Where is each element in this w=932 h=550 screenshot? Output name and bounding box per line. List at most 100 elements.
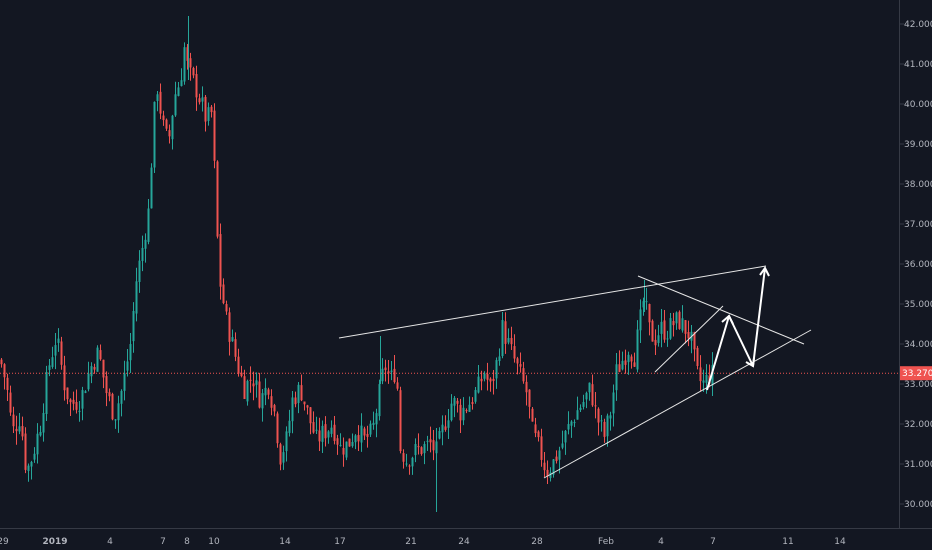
candle-body <box>534 424 537 434</box>
candle-body <box>612 392 615 414</box>
candle-body <box>126 361 129 371</box>
candle-body <box>99 350 102 360</box>
x-tick-label: 8 <box>184 537 190 547</box>
candle-body <box>339 445 342 447</box>
candle-body <box>282 452 285 463</box>
candle-body <box>57 338 60 343</box>
candle-body <box>198 98 201 103</box>
candle-body <box>219 234 222 287</box>
y-tick-label: 33.000 <box>904 380 932 390</box>
candle-body <box>150 167 153 209</box>
candle-body <box>264 387 267 396</box>
candle-body <box>189 58 192 68</box>
candle-body <box>540 436 543 460</box>
candle-body <box>552 459 555 475</box>
candle-body <box>279 444 282 465</box>
candle-body <box>303 401 306 405</box>
arrowhead-icon <box>721 314 734 325</box>
candle-body <box>15 428 18 432</box>
candle-body <box>147 208 150 242</box>
y-tick-label: 38.000 <box>904 180 932 190</box>
x-tick-label: 2019 <box>42 537 67 547</box>
candle-body <box>453 397 456 406</box>
last-price-tag: 33.270 <box>900 366 932 381</box>
candle-body <box>36 433 39 455</box>
candle-body <box>531 408 534 422</box>
candle-body <box>372 422 375 425</box>
projection-path[interactable] <box>706 267 766 391</box>
candle-body <box>621 360 624 370</box>
candle-body <box>681 318 684 331</box>
candle-body <box>159 91 162 114</box>
candle-body <box>414 444 417 456</box>
candle-body <box>300 385 303 401</box>
y-tick-label: 30.000 <box>904 500 932 510</box>
candle-body <box>576 410 579 420</box>
candle-body <box>597 408 600 423</box>
candle-body <box>678 311 681 329</box>
candle-body <box>483 373 486 379</box>
candle-body <box>168 130 171 137</box>
lower-trendline[interactable] <box>543 329 812 479</box>
candle-body <box>330 427 333 434</box>
y-tick-label: 32.000 <box>904 420 932 430</box>
candle-body <box>18 426 21 432</box>
candle-body <box>465 410 468 412</box>
candle-body <box>417 446 420 448</box>
candle-body <box>24 433 27 470</box>
candle-body <box>378 384 381 417</box>
candle-body <box>324 424 327 439</box>
candle-body <box>336 438 339 445</box>
candle-body <box>60 341 63 365</box>
candle-body <box>234 339 237 357</box>
candle-body <box>642 301 645 308</box>
candle-body <box>432 440 435 451</box>
y-axis[interactable]: 30.000 31.000 32.000 33.000 34.000 35.000 36.0… <box>899 20 932 510</box>
candle-body <box>405 463 408 465</box>
x-axis[interactable]: 29 2019 4 7 8 10 14 17 21 24 28 Feb 4 7 11 14 <box>0 537 846 547</box>
x-tick-label: Feb <box>598 537 614 547</box>
pennant-channel-line[interactable] <box>654 305 724 373</box>
candle-body <box>174 94 177 116</box>
candle-body <box>141 247 144 261</box>
candle-body <box>564 430 567 443</box>
candle-body <box>270 396 273 408</box>
candle-body <box>423 443 426 454</box>
x-tick-label: 21 <box>405 537 416 547</box>
candle-body <box>255 380 258 385</box>
pennant-upper-line[interactable] <box>637 275 805 345</box>
candle-body <box>78 410 81 412</box>
candle-body <box>567 424 570 430</box>
candle-body <box>426 440 429 442</box>
candle-body <box>246 380 249 402</box>
candle-body <box>606 415 609 437</box>
candle-body <box>702 380 705 383</box>
last-price-label: 33.270 <box>902 369 932 379</box>
candle-body <box>693 332 696 350</box>
arrowhead-icon <box>745 357 755 368</box>
candle-body <box>603 421 606 437</box>
candle-body <box>579 407 582 410</box>
candle-body <box>684 320 687 334</box>
candle-body <box>294 397 297 405</box>
candle-body <box>228 312 231 342</box>
candle-body <box>363 428 366 436</box>
upper-trendline[interactable] <box>338 265 767 339</box>
candle-body <box>675 312 678 324</box>
candle-body <box>654 339 657 346</box>
candle-body <box>39 432 42 436</box>
candle-body <box>273 405 276 412</box>
candle-body <box>96 347 99 372</box>
candle-body <box>657 335 660 343</box>
candle-body <box>420 447 423 455</box>
candle-body <box>585 392 588 400</box>
candlestick-series <box>0 16 714 512</box>
candle-body <box>645 301 648 303</box>
candle-body <box>384 367 387 371</box>
candle-body <box>537 431 540 438</box>
candle-body <box>201 97 204 102</box>
candle-body <box>705 374 708 383</box>
candle-body <box>609 415 612 419</box>
candle-body <box>666 338 669 340</box>
